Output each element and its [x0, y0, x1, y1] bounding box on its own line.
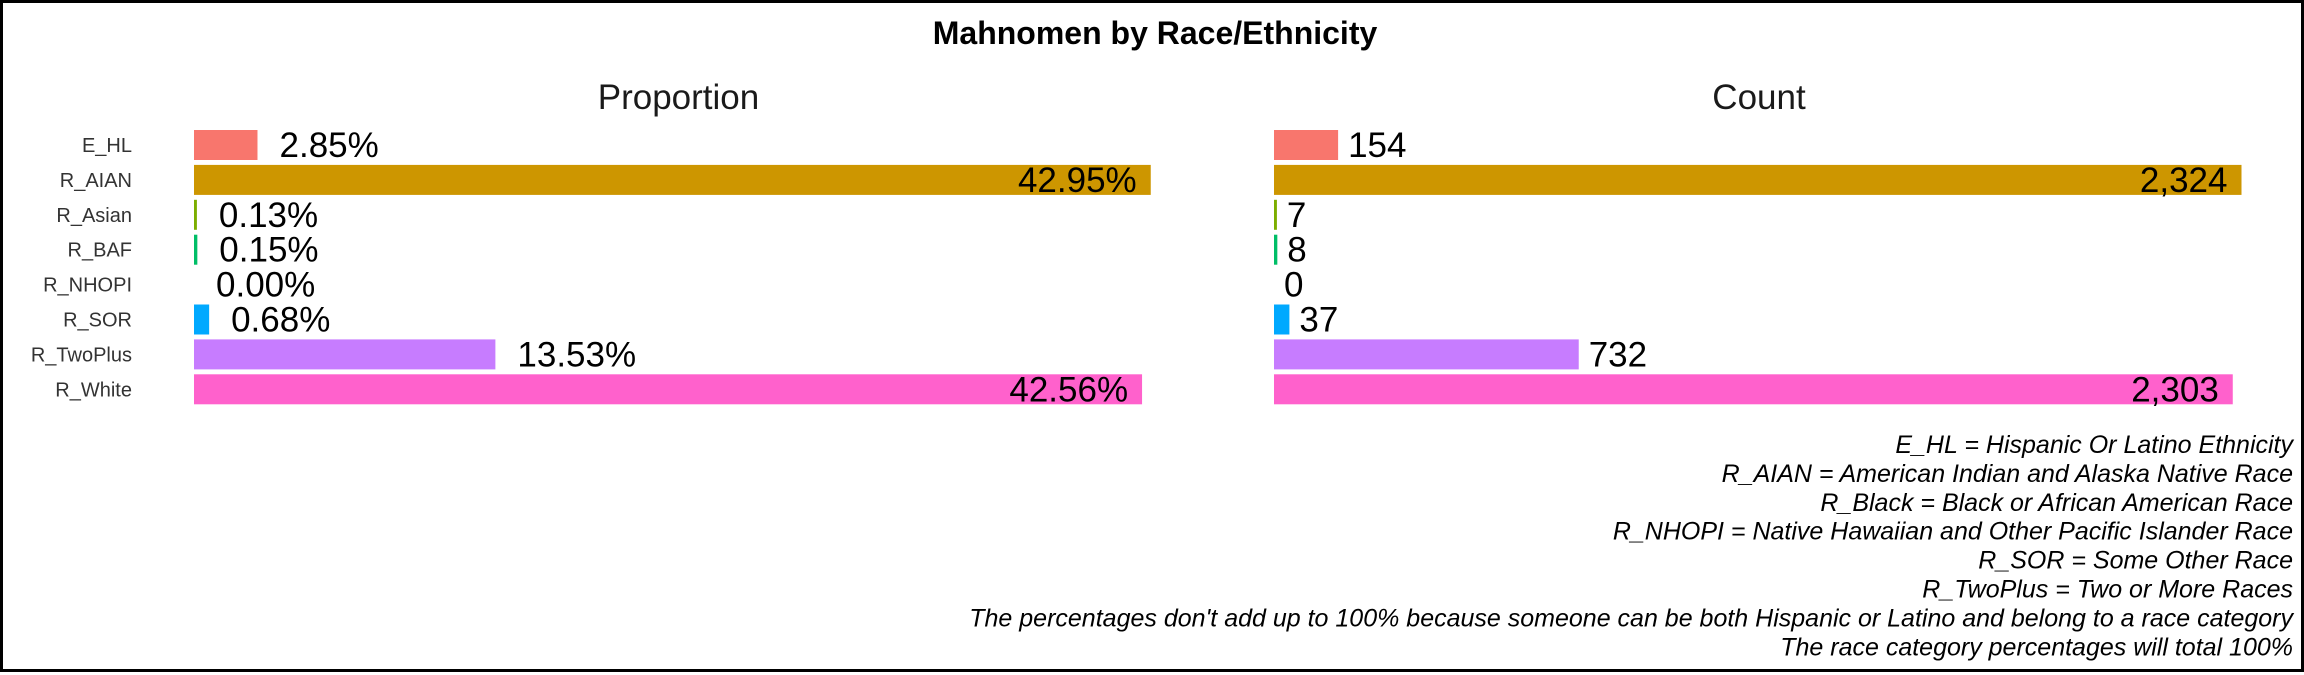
bar-e-hl [1274, 130, 1339, 160]
category-label: R_TwoPlus [31, 344, 132, 366]
value-label: 0 [1284, 266, 1303, 305]
value-label: 13.53% [517, 335, 636, 374]
bar-e-hl [194, 130, 258, 160]
bar-r-asian [1274, 199, 1277, 230]
bar-r-white [1274, 374, 2233, 405]
footnote-line: E_HL = Hispanic Or Latino Ethnicity [1895, 431, 2294, 459]
category-label: R_AIAN [60, 170, 132, 192]
bar-r-white [194, 374, 1143, 405]
chart-canvas: Mahnomen by Race/Ethnicity Proportion E_H… [31, 15, 2295, 661]
value-label: 37 [1299, 301, 1338, 340]
value-label: 7 [1287, 196, 1306, 235]
bar-r-twoplus [194, 339, 496, 370]
footnote-line: The percentages don't add up to 100% bec… [969, 604, 2294, 632]
value-label: 2.85% [280, 126, 379, 165]
value-label: 0.00% [216, 266, 315, 305]
footnote-line: R_AIAN = American Indian and Alaska Nati… [1722, 460, 2293, 488]
category-label: R_NHOPI [43, 275, 132, 297]
value-label: 0.15% [219, 231, 318, 270]
category-label: E_HL [82, 135, 132, 157]
value-label: 8 [1287, 231, 1306, 270]
bar-r-sor [1274, 304, 1290, 335]
bar-r-asian [194, 199, 197, 230]
value-label: 154 [1348, 126, 1406, 165]
chart-title: Mahnomen by Race/Ethnicity [933, 15, 1378, 51]
value-label: 732 [1589, 335, 1647, 374]
footnote-line: R_NHOPI = Native Hawaiian and Other Paci… [1613, 518, 2293, 546]
category-label: R_White [55, 379, 132, 401]
footnote-line: The race category percentages will total… [1780, 633, 2293, 661]
footnotes: E_HL = Hispanic Or Latino EthnicityR_AIA… [969, 431, 2294, 661]
value-label: 0.68% [231, 301, 330, 340]
category-label: R_SOR [63, 310, 132, 332]
value-label: 42.95% [1018, 161, 1137, 200]
value-label: 2,324 [2140, 161, 2228, 200]
panel-proportion: Proportion E_HL 2.85% R_AIAN 42.95% R_Asian 0.… [31, 78, 1151, 409]
category-label: R_Asian [56, 205, 132, 227]
bar-r-aian [1274, 164, 2242, 195]
footnote-line: R_TwoPlus = Two or More Races [1922, 576, 2293, 604]
bar-r-baf [194, 234, 198, 265]
value-label: 0.13% [219, 196, 318, 235]
panels-group: Proportion E_HL 2.85% R_AIAN 42.95% R_Asian 0.… [31, 78, 2242, 409]
bar-r-baf [1274, 234, 1278, 265]
bar-r-aian [194, 164, 1151, 195]
value-label: 2,303 [2131, 370, 2219, 409]
value-label: 42.56% [1009, 370, 1128, 409]
bar-r-sor [194, 304, 210, 335]
panel-title: Count [1712, 78, 1806, 117]
panel-title: Proportion [598, 78, 759, 117]
footnote-line: R_Black = Black or African American Race [1820, 489, 2293, 517]
category-label: R_BAF [68, 240, 132, 262]
footnote-line: R_SOR = Some Other Race [1978, 547, 2293, 575]
bar-r-twoplus [1274, 339, 1579, 370]
